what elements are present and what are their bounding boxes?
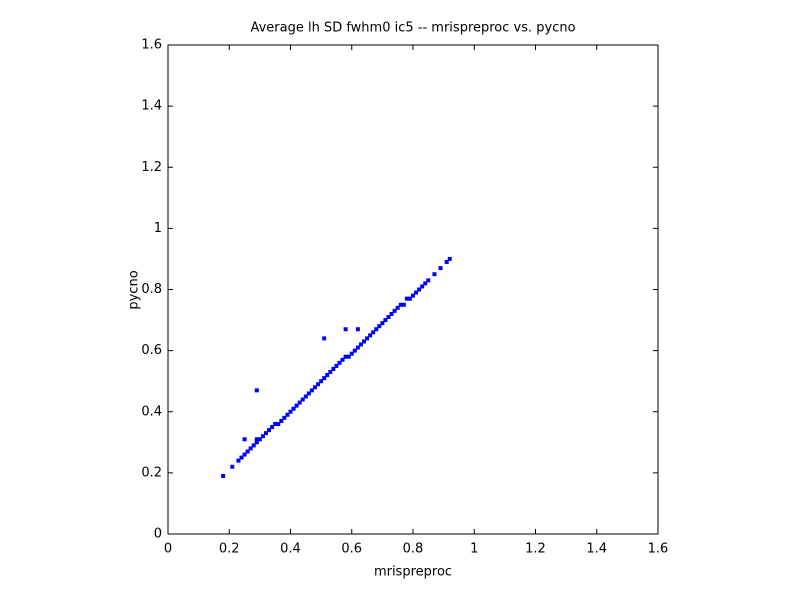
point bbox=[377, 324, 382, 329]
point bbox=[444, 259, 449, 264]
point bbox=[242, 452, 247, 457]
point bbox=[294, 403, 299, 408]
point bbox=[276, 421, 281, 426]
point bbox=[221, 473, 226, 478]
point bbox=[411, 293, 415, 298]
point bbox=[273, 421, 278, 426]
point bbox=[380, 321, 385, 326]
y-tick-label: 1.6 bbox=[141, 38, 162, 53]
x-tick-label: 1.6 bbox=[648, 542, 669, 557]
point bbox=[300, 397, 305, 402]
point bbox=[239, 455, 244, 460]
point bbox=[343, 354, 348, 359]
point bbox=[389, 311, 394, 316]
point bbox=[285, 412, 290, 417]
x-tick-label: 1.2 bbox=[525, 542, 546, 557]
point bbox=[309, 388, 314, 393]
point bbox=[248, 446, 253, 451]
point bbox=[423, 281, 428, 286]
point bbox=[245, 449, 250, 454]
point bbox=[230, 464, 235, 469]
y-tick-label: 0.6 bbox=[141, 343, 162, 358]
point bbox=[447, 256, 452, 261]
point bbox=[358, 342, 363, 347]
x-tick-label: 1.4 bbox=[586, 542, 607, 557]
point bbox=[270, 425, 275, 430]
point bbox=[337, 360, 342, 365]
y-tick-label: 0.4 bbox=[141, 404, 162, 419]
x-tick-label: 0.8 bbox=[403, 542, 424, 557]
point bbox=[349, 351, 354, 356]
point bbox=[279, 418, 284, 423]
point bbox=[404, 296, 409, 301]
point bbox=[325, 373, 330, 378]
point bbox=[316, 382, 321, 387]
point bbox=[288, 409, 293, 414]
plot-frame bbox=[167, 44, 659, 535]
point bbox=[365, 336, 370, 341]
point bbox=[368, 333, 373, 338]
point bbox=[297, 400, 302, 405]
point bbox=[334, 363, 339, 368]
point bbox=[260, 434, 265, 439]
point bbox=[383, 318, 388, 323]
point bbox=[322, 376, 327, 381]
point bbox=[352, 348, 357, 353]
point bbox=[313, 385, 317, 390]
point bbox=[392, 308, 397, 313]
point bbox=[254, 388, 259, 393]
point bbox=[291, 406, 296, 411]
point bbox=[328, 370, 333, 375]
y-tick-label: 1.4 bbox=[141, 99, 162, 114]
x-tick-label: 0.6 bbox=[341, 542, 362, 557]
point bbox=[362, 339, 366, 344]
y-tick-label: 0.2 bbox=[141, 465, 162, 480]
x-tick-label: 0 bbox=[164, 542, 172, 557]
point bbox=[340, 357, 345, 362]
point bbox=[254, 440, 259, 445]
point bbox=[306, 391, 311, 396]
point bbox=[254, 437, 259, 442]
point bbox=[343, 327, 348, 332]
point bbox=[432, 272, 437, 277]
y-axis-label: pycno bbox=[127, 270, 142, 309]
point bbox=[395, 305, 400, 310]
y-tick-label: 0.8 bbox=[141, 282, 162, 297]
point bbox=[331, 366, 336, 371]
point bbox=[264, 431, 268, 436]
point bbox=[242, 437, 247, 442]
y-tick-label: 0 bbox=[154, 527, 162, 542]
y-tick-label: 1.2 bbox=[141, 160, 162, 175]
point bbox=[251, 443, 256, 448]
point bbox=[417, 287, 422, 292]
point bbox=[426, 278, 431, 283]
y-tick-label: 1 bbox=[154, 221, 162, 236]
point bbox=[414, 290, 419, 295]
point bbox=[355, 345, 360, 350]
x-axis-label: mrispreproc bbox=[374, 565, 452, 580]
point bbox=[438, 266, 443, 271]
point bbox=[322, 336, 327, 341]
point bbox=[319, 379, 324, 384]
chart-title: Average lh SD fwhm0 ic5 -- mrispreproc v… bbox=[250, 21, 575, 36]
point bbox=[355, 327, 360, 332]
x-tick-label: 1 bbox=[470, 542, 478, 557]
point bbox=[401, 302, 406, 307]
point bbox=[386, 315, 391, 320]
point bbox=[374, 327, 379, 332]
point bbox=[267, 428, 272, 433]
point bbox=[303, 394, 308, 399]
point bbox=[407, 296, 412, 301]
x-tick-label: 0.4 bbox=[280, 542, 301, 557]
point bbox=[282, 415, 287, 420]
point bbox=[371, 330, 376, 335]
point bbox=[346, 354, 351, 359]
point bbox=[236, 458, 241, 463]
point bbox=[257, 437, 262, 442]
point bbox=[420, 284, 425, 289]
point bbox=[398, 302, 403, 307]
x-tick-label: 0.2 bbox=[219, 542, 240, 557]
